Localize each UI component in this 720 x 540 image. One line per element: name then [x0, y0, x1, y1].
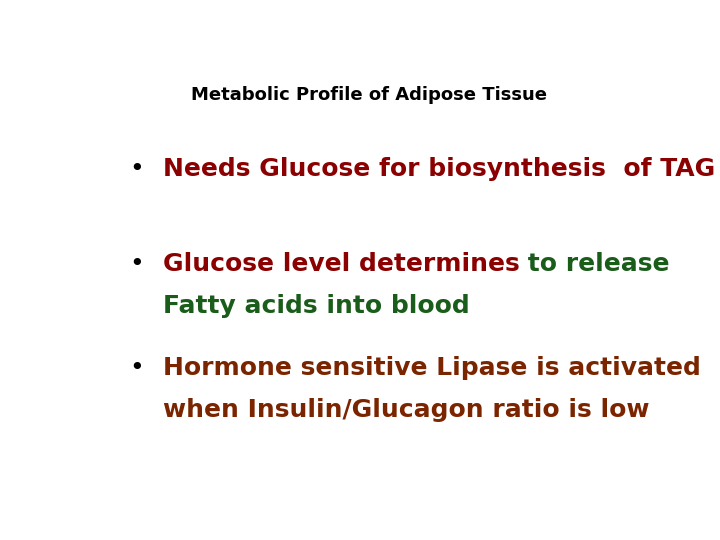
Text: to release: to release: [519, 252, 670, 276]
Text: •: •: [129, 157, 144, 181]
Text: •: •: [129, 356, 144, 380]
Text: Needs Glucose for biosynthesis  of TAG: Needs Glucose for biosynthesis of TAG: [163, 157, 715, 181]
Text: •: •: [129, 252, 144, 276]
Text: Fatty acids into blood: Fatty acids into blood: [163, 294, 469, 318]
Text: Glucose level determines: Glucose level determines: [163, 252, 519, 276]
Text: Hormone sensitive Lipase is activated: Hormone sensitive Lipase is activated: [163, 356, 701, 380]
Text: when Insulin/Glucagon ratio is low: when Insulin/Glucagon ratio is low: [163, 398, 649, 422]
Text: Metabolic Profile of Adipose Tissue: Metabolic Profile of Adipose Tissue: [191, 85, 547, 104]
